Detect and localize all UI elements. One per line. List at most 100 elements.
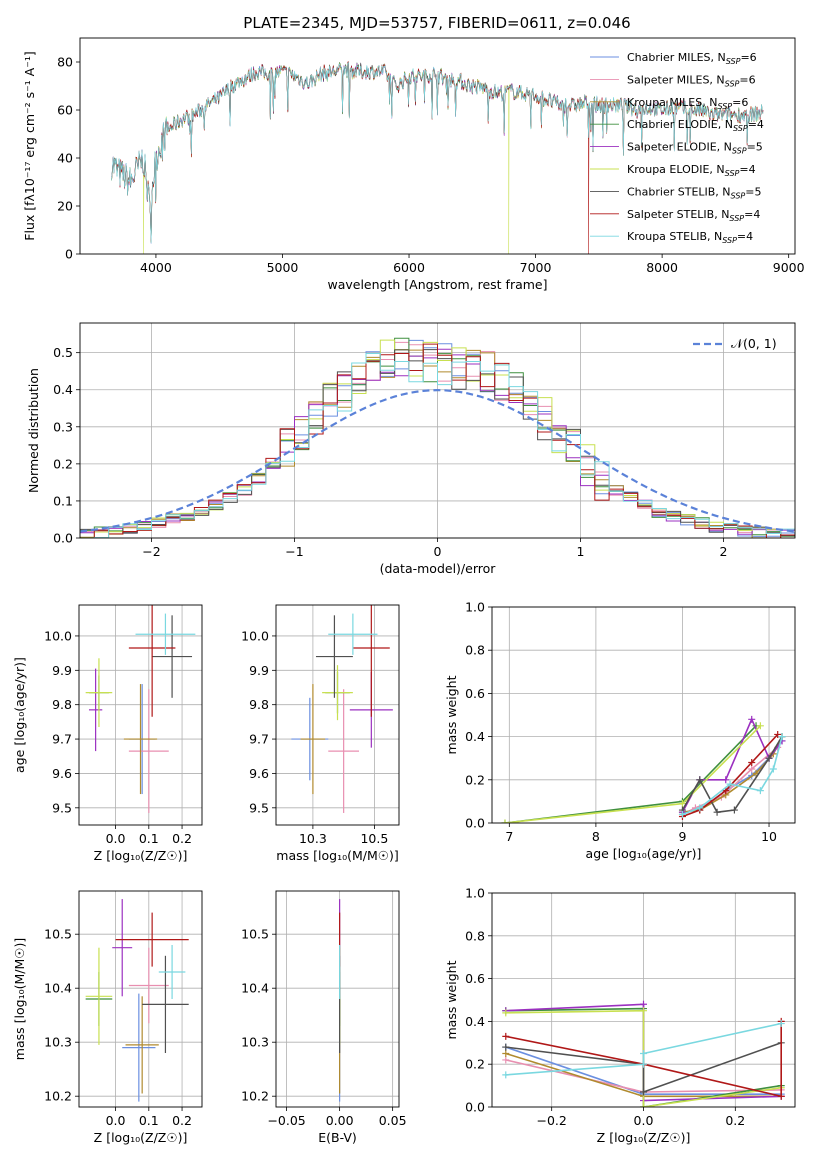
y-tick-label: 0.2 [465, 1057, 485, 1072]
y-axis-label: Normed distribution [26, 368, 41, 493]
y-tick-label: 40 [57, 151, 73, 166]
y-axis-label: mass weight [444, 675, 459, 754]
plot-area [80, 337, 795, 538]
y-tick-label: 9.7 [52, 732, 72, 747]
spectrum-series-6 [111, 61, 764, 254]
x-tick-label: 9000 [773, 260, 805, 275]
legend-label: Chabrier MILES, N [627, 51, 726, 64]
x-tick-label: 0.0 [634, 1113, 654, 1128]
x-axis-label: (data-model)/error [380, 561, 497, 576]
legend-subscript: SSP [732, 147, 747, 156]
x-axis-label: Z [log₁₀(Z/Z☉)] [94, 848, 188, 863]
y-tick-label: 10.3 [241, 1035, 269, 1050]
legend-label: Chabrier ELODIE, N [627, 118, 733, 131]
y-tick-label: 0.1 [53, 493, 73, 508]
y-tick-label: 0.0 [465, 816, 485, 831]
x-tick-label: 10 [761, 829, 777, 844]
weight-marker [502, 1043, 510, 1051]
y-axis-label: Flux [fλ10⁻¹⁷ erg cm⁻² s⁻¹ A⁻¹] [22, 51, 37, 240]
axes-frame [78, 604, 203, 826]
x-axis-label: Z [log₁₀(Z/Z☉)] [597, 1130, 691, 1145]
weight-marker [777, 1020, 785, 1028]
y-tick-label: 9.7 [249, 732, 269, 747]
x-tick-label: 4000 [140, 260, 172, 275]
weight-marker [640, 1000, 647, 1008]
y-tick-label: 0.6 [465, 971, 485, 986]
legend-label: Salpeter STELIB, N [627, 208, 729, 221]
plot-area [85, 605, 196, 813]
x-tick-label: 6000 [393, 260, 425, 275]
y-tick-label: 10.4 [241, 981, 269, 996]
x-tick-label: 7000 [520, 260, 552, 275]
residuals-plot: −2 −1 0 1 2 0.0 0.1 0.2 0.3 0.4 0.5 (data-model)/er… [26, 322, 796, 576]
x-tick-label: 7 [505, 829, 513, 844]
weight-marker [730, 806, 738, 814]
legend-subscript: SSP [725, 169, 740, 178]
y-axis-label: age [log₁₀(age/yr)] [12, 657, 27, 773]
plot-area [291, 605, 393, 813]
x-tick-label: 0.0 [106, 1113, 126, 1128]
weight-series-7 [681, 736, 783, 814]
legend-value: =5 [745, 185, 761, 198]
y-tick-label: 0.3 [53, 419, 73, 434]
weight-marker [722, 776, 730, 784]
mass_vs_ebv-plot: −0.05 0.00 0.05 10.2 10.3 10.4 10.5 E(B-V) [241, 890, 407, 1145]
weight-marker [502, 1009, 510, 1017]
weight-series-5 [681, 717, 783, 813]
y-tick-label: 9.6 [249, 766, 269, 781]
y-tick-label: 10.5 [44, 927, 72, 942]
y-tick-label: 0.4 [465, 729, 485, 744]
legend-value: =6 [740, 51, 756, 64]
legend-subscript: SSP [729, 214, 744, 223]
y-axis-label: mass weight [444, 960, 459, 1039]
y-tick-label: 10.2 [241, 1089, 269, 1104]
x-tick-label: 0.2 [172, 831, 192, 846]
x-tick-label: 0.1 [139, 1113, 159, 1128]
legend-entry: Chabrier MILES, NSSP=6 [627, 51, 757, 66]
weight_vs_age-plot: 7 8 9 10 0.0 0.2 0.4 0.6 0.8 1.0 age [log₁₀(age/yr… [444, 600, 796, 861]
y-tick-label: 0.4 [465, 1014, 485, 1029]
legend-label: Kroupa STELIB, N [627, 230, 722, 243]
x-tick-label: 10.5 [360, 831, 388, 846]
age_vs_mass-plot: 10.3 10.5 9.5 9.6 9.7 9.8 9.9 10.0 mass [log₁₀(M… [241, 604, 400, 863]
weight-marker [713, 808, 721, 816]
x-axis-label: age [log₁₀(age/yr)] [586, 846, 702, 861]
weight-marker [756, 787, 764, 795]
y-tick-label: 10.0 [44, 628, 72, 643]
weight-series-3 [682, 736, 783, 813]
x-tick-label: 0.00 [326, 1113, 354, 1128]
y-tick-label: 9.8 [52, 697, 72, 712]
weight-series-9 [505, 1022, 782, 1076]
y-tick-label: 9.5 [52, 800, 72, 815]
weight-marker [696, 776, 704, 784]
normal-legend-label: 𝒩(0, 1) [731, 336, 777, 351]
weight-marker [748, 715, 756, 723]
spectrum-series-9 [111, 62, 764, 243]
x-tick-label: 8 [592, 829, 600, 844]
x-tick-label: 9 [678, 829, 686, 844]
y-tick-label: 0 [65, 247, 73, 262]
weight_vs_Z-plot: −0.2 0.0 0.2 0.0 0.2 0.4 0.6 0.8 1.0 Z [log₁₀(Z/Z… [444, 886, 796, 1145]
weight-marker [748, 759, 756, 767]
weight-marker [640, 1060, 647, 1068]
x-tick-label: −0.2 [537, 1113, 567, 1128]
axes-frame [275, 604, 400, 826]
y-tick-label: 0.5 [53, 345, 73, 360]
x-tick-label: 0.05 [379, 1113, 407, 1128]
histogram-series-8 [80, 343, 795, 538]
y-tick-label: 0.6 [465, 686, 485, 701]
legend-label: Salpeter ELODIE, N [627, 141, 732, 154]
weight-marker [696, 804, 704, 812]
legend-value: =4 [748, 118, 764, 131]
weight-marker [726, 780, 734, 788]
y-tick-label: 1.0 [465, 600, 485, 615]
y-tick-label: 10.2 [44, 1089, 72, 1104]
x-tick-label: 1 [577, 544, 585, 559]
legend-subscript: SSP [722, 236, 737, 245]
x-tick-label: 10.3 [299, 831, 327, 846]
x-tick-label: 0.2 [725, 1113, 745, 1128]
legend-entry: Chabrier STELIB, NSSP=5 [627, 185, 761, 200]
y-tick-label: 0.0 [53, 531, 73, 546]
weight-series-4 [504, 725, 757, 823]
